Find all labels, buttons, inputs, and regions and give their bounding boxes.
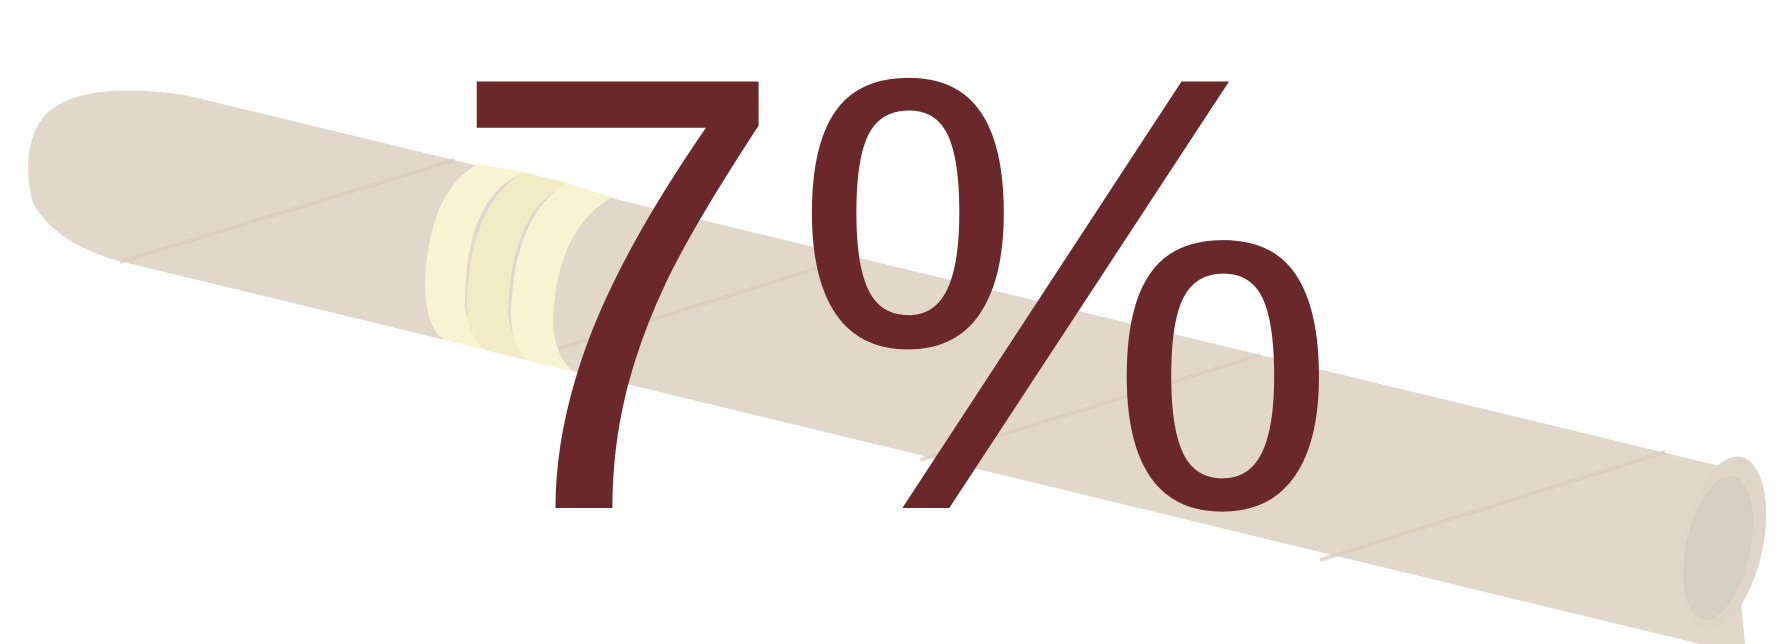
wrapper-stripes: [119, 158, 1666, 562]
cigarette-icon: [28, 90, 1767, 644]
band-2: [466, 172, 568, 362]
band-3: [510, 183, 612, 373]
cigarette-end-inner: [1683, 476, 1753, 620]
band-1: [425, 164, 525, 352]
percentage-value: 7%: [445, 0, 1341, 640]
filter-bands: [425, 164, 612, 373]
